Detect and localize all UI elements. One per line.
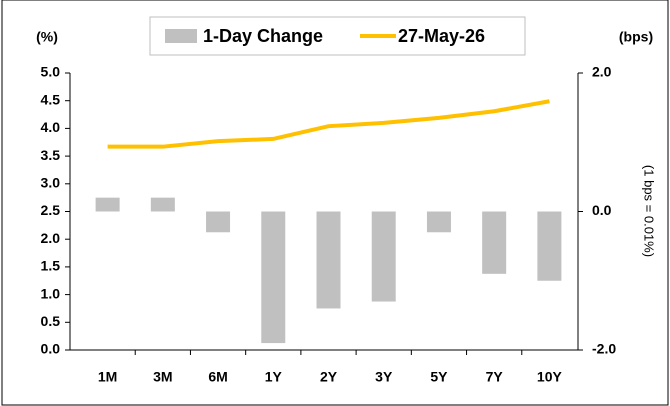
bar bbox=[316, 211, 341, 309]
legend-label: 1-Day Change bbox=[203, 26, 323, 46]
legend-swatch bbox=[165, 29, 197, 43]
y-tick-label: 2.0 bbox=[41, 230, 61, 246]
y-tick-label: 3.0 bbox=[41, 175, 61, 191]
y-axis-label: (%) bbox=[36, 29, 58, 45]
legend bbox=[149, 16, 526, 56]
bar bbox=[426, 211, 451, 233]
bar bbox=[95, 197, 120, 212]
x-tick-label: 3M bbox=[153, 369, 172, 385]
y-tick-label: 4.0 bbox=[41, 119, 61, 135]
bar bbox=[537, 211, 562, 281]
y-tick-label: 1.5 bbox=[41, 258, 61, 274]
y-tick-label: 2.5 bbox=[41, 202, 61, 218]
y2-tick-label: 0.0 bbox=[592, 202, 612, 218]
y-tick-label: 1.0 bbox=[41, 285, 61, 301]
y-tick-label: 3.5 bbox=[41, 147, 61, 163]
x-tick-label: 10Y bbox=[537, 369, 563, 385]
x-tick-label: 1Y bbox=[265, 369, 283, 385]
y-tick-label: 4.5 bbox=[41, 91, 61, 107]
bar bbox=[261, 211, 286, 344]
bar bbox=[206, 211, 231, 233]
y2-tick-label: 2.0 bbox=[592, 64, 612, 80]
x-tick-label: 3Y bbox=[375, 369, 393, 385]
x-tick-label: 5Y bbox=[430, 369, 448, 385]
x-tick-label: 7Y bbox=[486, 369, 504, 385]
y2-tick-label: -2.0 bbox=[592, 341, 616, 357]
bar bbox=[482, 211, 507, 274]
y-tick-label: 0.0 bbox=[41, 341, 61, 357]
legend-label: 27-May-26 bbox=[398, 26, 485, 46]
bar bbox=[371, 211, 396, 302]
x-tick-label: 1M bbox=[98, 369, 117, 385]
line bbox=[107, 99, 550, 149]
x-tick-label: 2Y bbox=[320, 369, 338, 385]
y-tick-label: 0.5 bbox=[41, 313, 61, 329]
bar bbox=[150, 197, 175, 212]
y2-axis-label: (bps) bbox=[619, 29, 653, 45]
y-tick-label: 5.0 bbox=[41, 64, 61, 80]
y2-note: (1 bps = 0.01%) bbox=[642, 165, 657, 257]
x-tick-label: 6M bbox=[208, 369, 227, 385]
